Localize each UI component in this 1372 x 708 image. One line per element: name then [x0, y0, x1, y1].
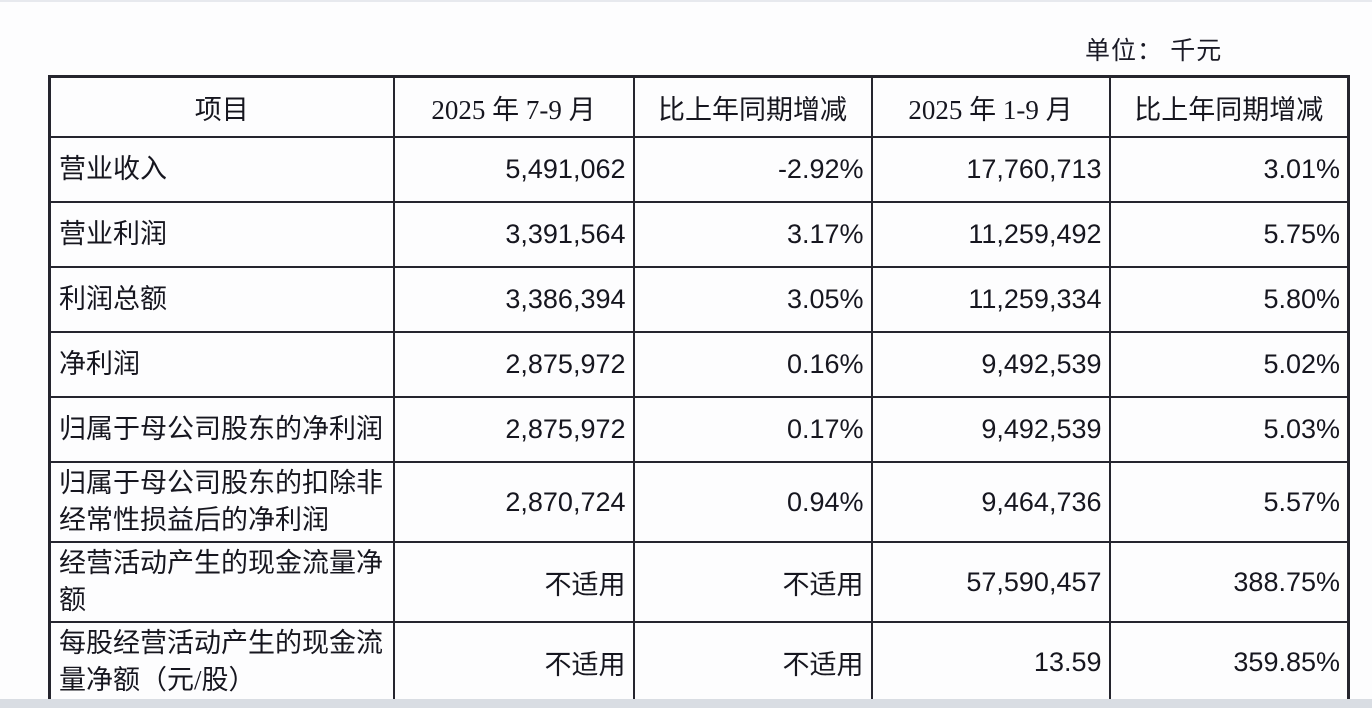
value-q3: 不适用 [392, 621, 635, 704]
column-header-q3-period: 2025 年 7-9 月 [392, 75, 635, 138]
table-row: 每股经营活动产生的现金流量净额（元/股） 不适用 不适用 13.59 359.8… [48, 621, 1350, 704]
value-q3: 2,875,972 [392, 331, 635, 398]
row-label: 营业利润 [48, 201, 395, 268]
value-ytd-change: 5.03% [1108, 396, 1350, 463]
financial-summary-table: 项目 2025 年 7-9 月 比上年同期增减 2025 年 1-9 月 比上年… [48, 75, 1350, 704]
table-row: 经营活动产生的现金流量净额 不适用 不适用 57,590,457 388.75% [48, 541, 1350, 623]
table-row: 归属于母公司股东的净利润 2,875,972 0.17% 9,492,539 5… [48, 396, 1350, 463]
value-q3: 3,391,564 [392, 201, 635, 268]
value-ytd-change: 5.02% [1108, 331, 1350, 398]
unit-label: 单位： 千元 [1085, 38, 1223, 65]
value-q3: 2,875,972 [392, 396, 635, 463]
value-q3: 2,870,724 [392, 461, 635, 543]
table-row: 利润总额 3,386,394 3.05% 11,259,334 5.80% [48, 266, 1350, 333]
value-q3: 不适用 [392, 541, 635, 623]
table-row: 营业利润 3,391,564 3.17% 11,259,492 5.75% [48, 201, 1350, 268]
value-ytd: 9,492,539 [870, 396, 1111, 463]
row-label: 营业收入 [48, 136, 395, 203]
table-row: 营业收入 5,491,062 -2.92% 17,760,713 3.01% [48, 136, 1350, 203]
row-label: 经营活动产生的现金流量净额 [48, 541, 395, 623]
column-header-q3-change: 比上年同期增减 [632, 75, 873, 138]
value-q3: 5,491,062 [392, 136, 635, 203]
value-ytd: 13.59 [870, 621, 1111, 704]
value-ytd-change: 388.75% [1108, 541, 1350, 623]
table-row: 归属于母公司股东的扣除非经常性损益后的净利润 2,870,724 0.94% 9… [48, 461, 1350, 543]
row-label: 利润总额 [48, 266, 395, 333]
table-row: 净利润 2,875,972 0.16% 9,492,539 5.02% [48, 331, 1350, 398]
value-q3-change: 0.16% [632, 331, 873, 398]
row-label: 净利润 [48, 331, 395, 398]
value-q3-change: 3.05% [632, 266, 873, 333]
value-ytd-change: 3.01% [1108, 136, 1350, 203]
bottom-band [0, 699, 1372, 708]
row-label: 归属于母公司股东的扣除非经常性损益后的净利润 [48, 461, 395, 543]
value-q3-change: 0.17% [632, 396, 873, 463]
column-header-item: 项目 [48, 75, 395, 138]
value-q3-change: 不适用 [632, 621, 873, 704]
value-q3-change: 不适用 [632, 541, 873, 623]
value-ytd-change: 5.75% [1108, 201, 1350, 268]
value-ytd: 9,464,736 [870, 461, 1111, 543]
value-ytd-change: 359.85% [1108, 621, 1350, 704]
value-ytd: 11,259,334 [870, 266, 1111, 333]
value-ytd: 17,760,713 [870, 136, 1111, 203]
value-q3: 3,386,394 [392, 266, 635, 333]
row-label: 每股经营活动产生的现金流量净额（元/股） [48, 621, 395, 704]
value-q3-change: 0.94% [632, 461, 873, 543]
header-row: 项目 2025 年 7-9 月 比上年同期增减 2025 年 1-9 月 比上年… [48, 75, 1350, 138]
value-q3-change: -2.92% [632, 136, 873, 203]
top-hairline [0, 0, 1372, 2]
column-header-ytd-period: 2025 年 1-9 月 [870, 75, 1111, 138]
value-ytd-change: 5.57% [1108, 461, 1350, 543]
value-ytd: 11,259,492 [870, 201, 1111, 268]
value-ytd-change: 5.80% [1108, 266, 1350, 333]
column-header-ytd-change: 比上年同期增减 [1108, 75, 1350, 138]
value-ytd: 57,590,457 [870, 541, 1111, 623]
row-label: 归属于母公司股东的净利润 [48, 396, 395, 463]
value-ytd: 9,492,539 [870, 331, 1111, 398]
value-q3-change: 3.17% [632, 201, 873, 268]
